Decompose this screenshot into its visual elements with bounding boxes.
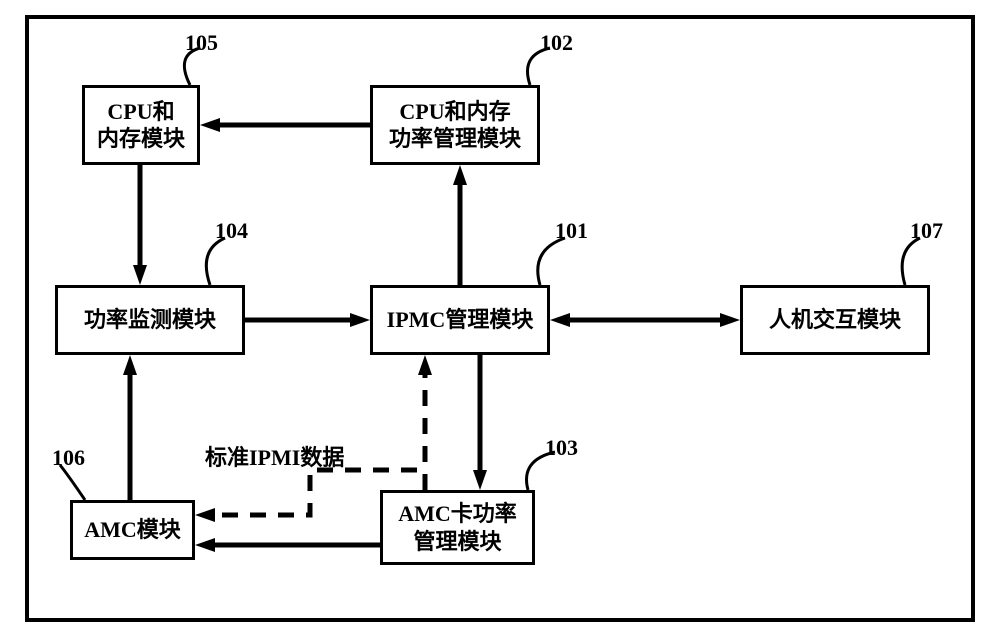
callout-107: 107	[910, 218, 943, 244]
node-ipmc-mgmt-module: IPMC管理模块	[370, 285, 550, 355]
block-diagram: CPU和 内存模块 CPU和内存 功率管理模块 功率监测模块 IPMC管理模块 …	[0, 0, 1000, 637]
node-label: AMC卡功率	[398, 500, 517, 528]
callout-105: 105	[185, 30, 218, 56]
node-label: 人机交互模块	[769, 306, 901, 334]
node-cpu-memory-module: CPU和 内存模块	[82, 85, 200, 165]
node-amc-card-power-mgmt: AMC卡功率 管理模块	[380, 490, 535, 565]
node-label: 功率监测模块	[84, 306, 216, 334]
node-label: 管理模块	[398, 528, 517, 556]
callout-104: 104	[215, 218, 248, 244]
callout-101: 101	[555, 218, 588, 244]
node-power-monitor-module: 功率监测模块	[55, 285, 245, 355]
callout-106: 106	[52, 445, 85, 471]
node-cpu-memory-power-mgmt: CPU和内存 功率管理模块	[370, 85, 540, 165]
node-label: 内存模块	[97, 125, 185, 153]
node-label: IPMC管理模块	[387, 306, 534, 334]
node-label: CPU和内存	[389, 98, 521, 126]
callout-103: 103	[545, 435, 578, 461]
node-label: AMC模块	[84, 516, 181, 544]
node-label: 功率管理模块	[389, 125, 521, 153]
node-label: CPU和	[97, 98, 185, 126]
edge-label-ipmi: 标准IPMI数据	[205, 440, 344, 472]
callout-102: 102	[540, 30, 573, 56]
node-amc-module: AMC模块	[70, 500, 195, 560]
node-hmi-module: 人机交互模块	[740, 285, 930, 355]
